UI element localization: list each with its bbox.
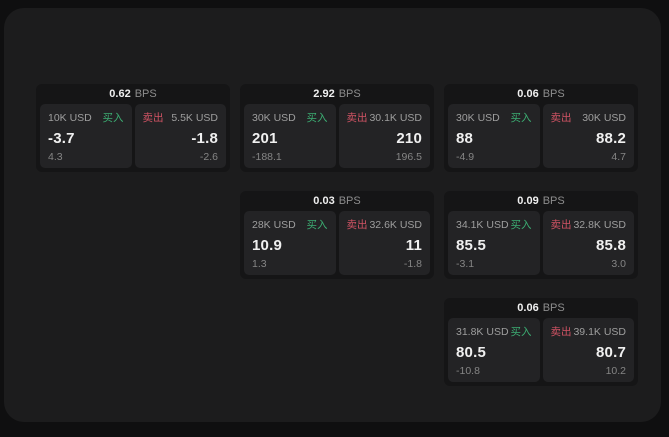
- quote-card: 2.92 BPS 30K USD 买入 201 -188.1 卖出 30.1K …: [240, 84, 434, 172]
- bps-header: 2.92 BPS: [240, 84, 434, 104]
- quote-body: 10K USD 买入 -3.7 4.3 卖出 5.5K USD -1.8 -2.…: [36, 104, 230, 172]
- sell-price: 210: [396, 129, 422, 147]
- sell-size: 30K USD: [582, 111, 626, 124]
- sell-delta: 10.2: [605, 365, 626, 377]
- buy-size: 31.8K USD: [456, 325, 509, 338]
- sell-delta: 3.0: [611, 258, 626, 270]
- buy-price: 10.9: [252, 236, 282, 254]
- sell-side-label: 卖出: [346, 112, 368, 124]
- buy-size: 30K USD: [252, 111, 296, 124]
- sell-tile[interactable]: 卖出 32.6K USD 11 -1.8: [338, 211, 430, 275]
- quote-body: 30K USD 买入 201 -188.1 卖出 30.1K USD 210 1…: [240, 104, 434, 172]
- bps-header: 0.06 BPS: [444, 84, 638, 104]
- bps-value: 0.62: [109, 88, 131, 100]
- buy-tile[interactable]: 30K USD 买入 201 -188.1: [244, 104, 336, 168]
- buy-price: 80.5: [456, 343, 486, 361]
- bps-unit-label: BPS: [542, 88, 565, 100]
- sell-tile[interactable]: 卖出 5.5K USD -1.8 -2.6: [134, 104, 226, 168]
- sell-side-label: 卖出: [550, 112, 572, 124]
- sell-side-label: 卖出: [142, 112, 164, 124]
- sell-price: 85.8: [596, 236, 626, 254]
- buy-price: 88: [456, 129, 474, 147]
- sell-size: 39.1K USD: [573, 325, 626, 338]
- sell-delta: 196.5: [395, 151, 422, 163]
- bps-value: 0.06: [517, 302, 539, 314]
- buy-side-label: 买入: [102, 112, 124, 124]
- buy-delta: -10.8: [456, 365, 480, 377]
- quote-body: 28K USD 买入 10.9 1.3 卖出 32.6K USD 11 -1.8: [240, 211, 434, 279]
- sell-side-label: 卖出: [550, 219, 572, 231]
- buy-tile[interactable]: 31.8K USD 买入 80.5 -10.8: [448, 318, 540, 382]
- buy-tile[interactable]: 34.1K USD 买入 85.5 -3.1: [448, 211, 540, 275]
- buy-delta: -3.1: [456, 258, 475, 270]
- sell-tile[interactable]: 卖出 30.1K USD 210 196.5: [338, 104, 430, 168]
- buy-size: 10K USD: [48, 111, 92, 124]
- buy-price: -3.7: [48, 129, 75, 147]
- bps-unit-label: BPS: [542, 302, 565, 314]
- buy-side-label: 买入: [306, 112, 328, 124]
- sell-delta: 4.7: [611, 151, 626, 163]
- buy-price: 85.5: [456, 236, 486, 254]
- quote-body: 30K USD 买入 88 -4.9 卖出 30K USD 88.2 4.7: [444, 104, 638, 172]
- buy-price: 201: [252, 129, 278, 147]
- buy-tile[interactable]: 10K USD 买入 -3.7 4.3: [40, 104, 132, 168]
- bps-header: 0.09 BPS: [444, 191, 638, 211]
- buy-delta: -188.1: [252, 151, 282, 163]
- buy-tile[interactable]: 28K USD 买入 10.9 1.3: [244, 211, 336, 275]
- quote-card: 0.09 BPS 34.1K USD 买入 85.5 -3.1 卖出 32.8K…: [444, 191, 638, 279]
- buy-side-label: 买入: [510, 112, 532, 124]
- sell-delta: -1.8: [403, 258, 422, 270]
- bps-unit-label: BPS: [338, 88, 361, 100]
- sell-size: 32.8K USD: [573, 218, 626, 231]
- bps-value: 0.09: [517, 195, 539, 207]
- sell-size: 32.6K USD: [369, 218, 422, 231]
- bps-value: 0.03: [313, 195, 335, 207]
- sell-tile[interactable]: 卖出 32.8K USD 85.8 3.0: [542, 211, 634, 275]
- sell-price: 80.7: [596, 343, 626, 361]
- buy-side-label: 买入: [306, 219, 328, 231]
- main-panel: 0.62 BPS 10K USD 买入 -3.7 4.3 卖出 5.5K USD…: [4, 8, 661, 422]
- sell-price: -1.8: [191, 129, 218, 147]
- buy-side-label: 买入: [510, 219, 532, 231]
- buy-side-label: 买入: [510, 326, 532, 338]
- quote-body: 34.1K USD 买入 85.5 -3.1 卖出 32.8K USD 85.8…: [444, 211, 638, 279]
- bps-value: 2.92: [313, 88, 335, 100]
- buy-size: 28K USD: [252, 218, 296, 231]
- sell-delta: -2.6: [199, 151, 218, 163]
- bps-header: 0.03 BPS: [240, 191, 434, 211]
- quote-card: 0.06 BPS 30K USD 买入 88 -4.9 卖出 30K USD 8…: [444, 84, 638, 172]
- quote-card: 0.03 BPS 28K USD 买入 10.9 1.3 卖出 32.6K US…: [240, 191, 434, 279]
- buy-delta: 1.3: [252, 258, 267, 270]
- buy-delta: -4.9: [456, 151, 475, 163]
- sell-price: 11: [405, 236, 422, 254]
- buy-tile[interactable]: 30K USD 买入 88 -4.9: [448, 104, 540, 168]
- quote-card: 0.06 BPS 31.8K USD 买入 80.5 -10.8 卖出 39.1…: [444, 298, 638, 386]
- bps-unit-label: BPS: [338, 195, 361, 207]
- sell-side-label: 卖出: [550, 326, 572, 338]
- bps-header: 0.06 BPS: [444, 298, 638, 318]
- quote-body: 31.8K USD 买入 80.5 -10.8 卖出 39.1K USD 80.…: [444, 318, 638, 386]
- bps-header: 0.62 BPS: [36, 84, 230, 104]
- quote-card: 0.62 BPS 10K USD 买入 -3.7 4.3 卖出 5.5K USD…: [36, 84, 230, 172]
- bps-value: 0.06: [517, 88, 539, 100]
- sell-price: 88.2: [596, 129, 626, 147]
- sell-size: 5.5K USD: [171, 111, 218, 124]
- sell-side-label: 卖出: [346, 219, 368, 231]
- sell-size: 30.1K USD: [369, 111, 422, 124]
- buy-size: 30K USD: [456, 111, 500, 124]
- buy-delta: 4.3: [48, 151, 63, 163]
- sell-tile[interactable]: 卖出 30K USD 88.2 4.7: [542, 104, 634, 168]
- sell-tile[interactable]: 卖出 39.1K USD 80.7 10.2: [542, 318, 634, 382]
- bps-unit-label: BPS: [134, 88, 157, 100]
- bps-unit-label: BPS: [542, 195, 565, 207]
- buy-size: 34.1K USD: [456, 218, 509, 231]
